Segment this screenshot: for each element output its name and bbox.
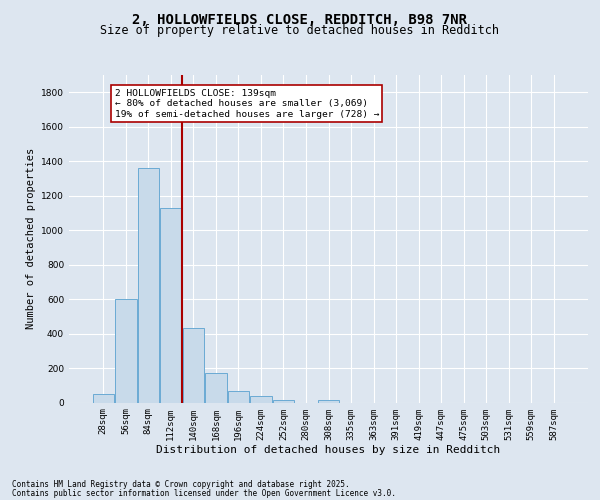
Bar <box>137 168 159 402</box>
Text: Size of property relative to detached houses in Redditch: Size of property relative to detached ho… <box>101 24 499 37</box>
Text: 2 HOLLOWFIELDS CLOSE: 139sqm
← 80% of detached houses are smaller (3,069)
19% of: 2 HOLLOWFIELDS CLOSE: 139sqm ← 80% of de… <box>115 89 379 118</box>
Bar <box>160 208 182 402</box>
Text: 2, HOLLOWFIELDS CLOSE, REDDITCH, B98 7NR: 2, HOLLOWFIELDS CLOSE, REDDITCH, B98 7NR <box>133 12 467 26</box>
Y-axis label: Number of detached properties: Number of detached properties <box>26 148 35 330</box>
Bar <box>182 328 204 402</box>
Bar <box>318 400 339 402</box>
Bar <box>205 373 227 402</box>
Bar <box>92 394 114 402</box>
Bar <box>273 400 294 402</box>
Bar <box>250 396 272 402</box>
Text: Contains HM Land Registry data © Crown copyright and database right 2025.: Contains HM Land Registry data © Crown c… <box>12 480 350 489</box>
Bar <box>115 299 137 403</box>
Bar <box>228 392 249 402</box>
Text: Contains public sector information licensed under the Open Government Licence v3: Contains public sector information licen… <box>12 488 396 498</box>
X-axis label: Distribution of detached houses by size in Redditch: Distribution of detached houses by size … <box>157 445 500 455</box>
